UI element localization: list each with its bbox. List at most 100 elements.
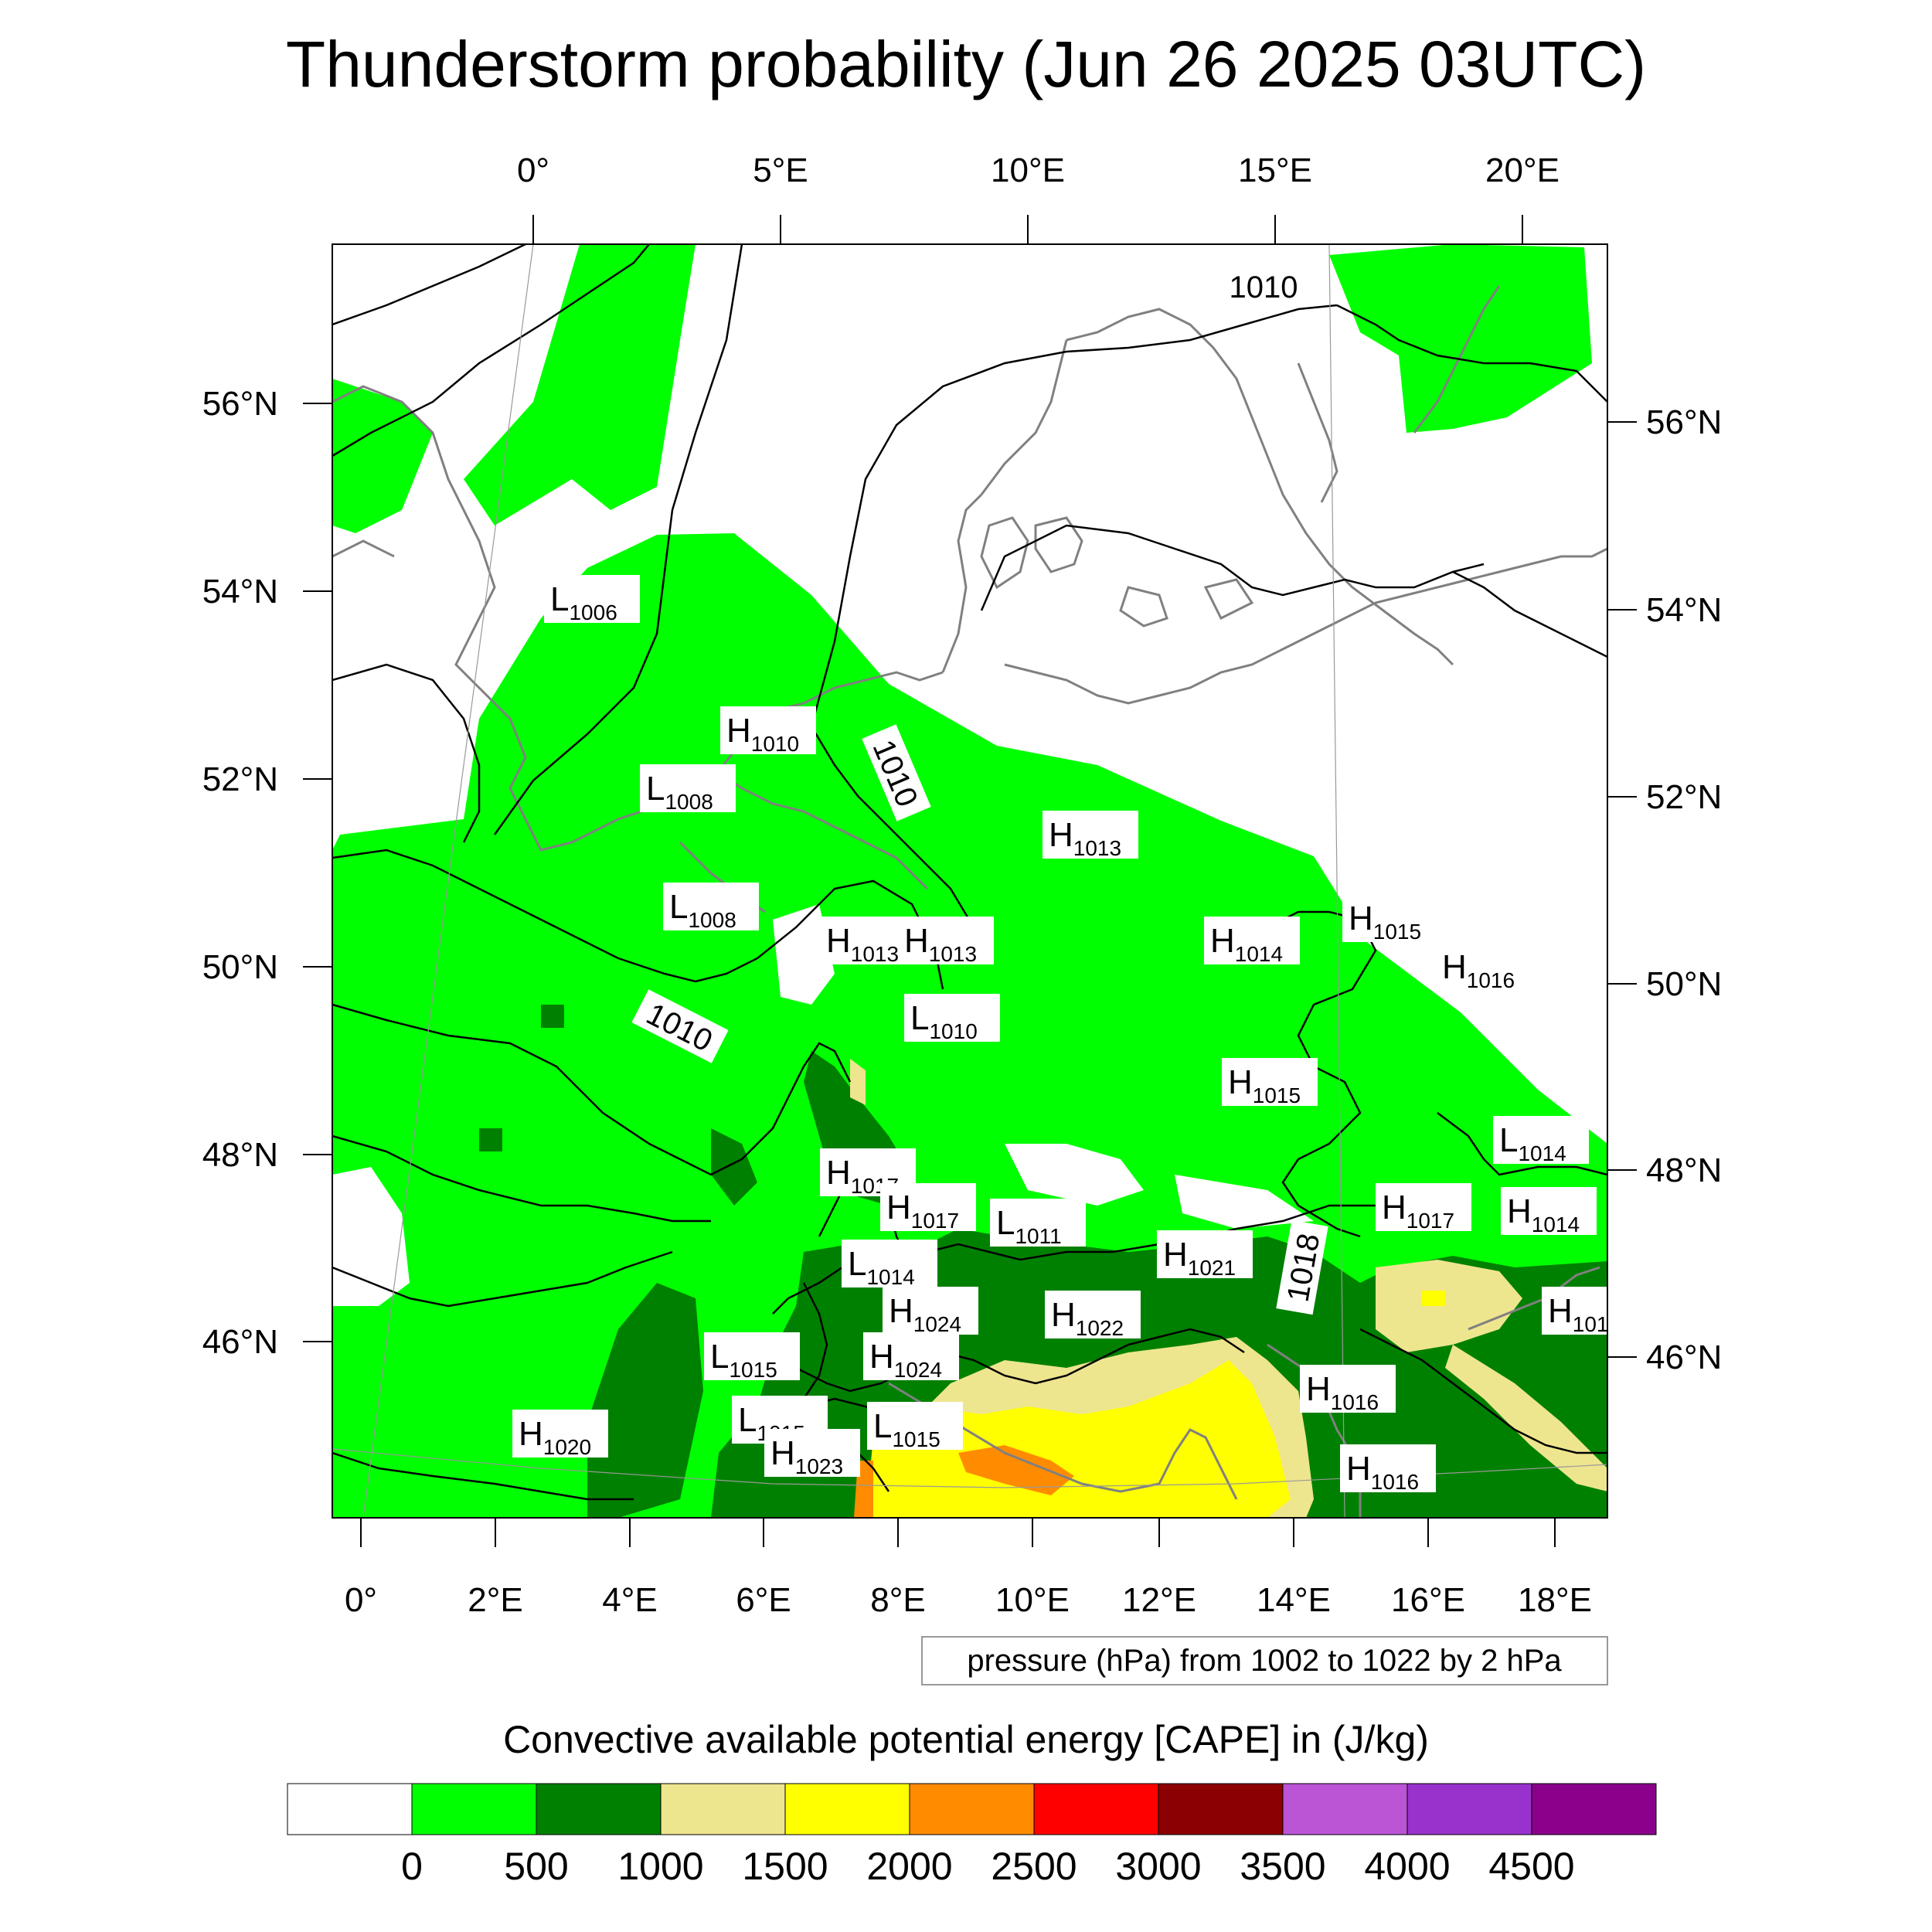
pressure-center-value: 1014 [1235,942,1283,966]
pressure-center-value: 1024 [913,1312,961,1336]
colorbar-swatch [411,1783,537,1835]
low-pressure-label: L1014 [842,1240,937,1289]
bottom-axis-label: 8°E [870,1581,925,1619]
top-axis-label: 15°E [1238,151,1312,189]
pressure-center-value: 1008 [665,790,713,814]
axis-ticks [303,215,1637,1547]
cape-zero-patches [332,904,1314,1306]
pressure-center-value: 1011 [1015,1224,1061,1248]
colorbar-swatch [1406,1783,1532,1835]
colorbar-tick-label: 1000 [617,1845,703,1888]
colorbar-tick-label: 500 [504,1845,568,1888]
pressure-center-value: 1016 [1371,1470,1419,1494]
right-axis-label: 52°N [1646,778,1722,816]
isobars [332,244,1607,1501]
colorbar-tick-label: 4000 [1364,1845,1450,1888]
pressure-info-text: pressure (hPa) from 1002 to 1022 by 2 hP… [967,1644,1562,1678]
graticule [332,244,1607,1518]
pressure-center-value: 1015 [892,1427,940,1451]
left-axis-label: 54°N [202,573,278,611]
high-pressure-label: H1017 [880,1183,976,1233]
high-pressure-label: H1014 [1204,917,1300,966]
pressure-center-value: 1022 [1076,1316,1124,1340]
pressure-center-value: 1015 [1253,1083,1301,1107]
pressure-center-text: L1008 [646,770,713,814]
low-pressure-label: L1008 [640,764,736,814]
pressure-center-text: H1020 [519,1415,591,1459]
top-axis-label: 0° [517,151,549,189]
colorbar-tick-label: 2000 [866,1845,952,1888]
cape-1500-2000-region [866,1291,1445,1518]
bottom-axis-labels: 0° 2°E 4°E 6°E 8°E 10°E 12°E 14°E 16°E 1… [345,1581,1592,1619]
pressure-center-value: 1013 [929,942,977,966]
pressure-center-value: 1024 [894,1358,942,1382]
high-pressure-label: H1016 [1340,1444,1436,1494]
isobar-label-text: 1010 [1230,270,1298,304]
high-pressure-label: H1023 [764,1429,860,1478]
pressure-center-text: H1024 [889,1292,961,1336]
high-pressure-label: H1017 [1376,1183,1471,1233]
colorbar-title: Convective available potential energy [C… [503,1718,1429,1761]
high-pressure-label: H1024 [883,1287,978,1336]
pressure-center-text: H1024 [869,1338,942,1382]
pressure-info-box: pressure (hPa) from 1002 to 1022 by 2 hP… [921,1636,1608,1685]
high-pressure-label: H101 [1542,1287,1609,1336]
bottom-axis-label: 16°E [1391,1581,1465,1619]
colorbar-tick-label: 4500 [1488,1845,1574,1888]
high-pressure-label: H1015 [1342,894,1438,944]
colorbar: Convective available potential energy [C… [287,1718,1657,1888]
top-axis-label: 5°E [753,151,808,189]
pressure-center-value: 101 [1573,1312,1609,1336]
right-axis-label: 50°N [1646,965,1722,1003]
pressure-center-value: 1014 [866,1265,914,1289]
bottom-axis-label: 2°E [468,1581,522,1619]
pressure-center-value: 1017 [911,1209,959,1233]
pressure-center-value: 1013 [851,942,899,966]
pressure-center-value: 1016 [1331,1390,1379,1414]
right-axis-label: 48°N [1646,1151,1722,1189]
colorbar-swatch [784,1783,910,1835]
high-pressure-label: H1022 [1045,1291,1141,1340]
bottom-axis-label: 4°E [602,1581,657,1619]
colorbar-swatch [1158,1783,1284,1835]
colorbar-swatch [1531,1783,1657,1835]
high-pressure-label: H1010 [720,706,816,756]
colorbar-tick-labels: 0 500 1000 1500 2000 2500 3000 3500 4000 4500 [401,1845,1575,1888]
pressure-center-value: 1010 [929,1019,977,1043]
high-pressure-label: H1015 [1222,1058,1318,1107]
high-pressure-label: H1014 [1501,1187,1597,1236]
right-axis-label: 54°N [1646,591,1722,629]
pressure-center-value: 1006 [569,600,617,624]
colorbar-tick-label: 3500 [1240,1845,1325,1888]
colorbar-tick-label: 1500 [742,1845,828,1888]
high-pressure-label: H1020 [512,1410,608,1459]
left-axis-label: 50°N [202,948,278,986]
low-pressure-label: L1008 [663,883,759,932]
pressure-center-value: 1015 [729,1358,777,1382]
low-pressure-label: L1015 [867,1402,963,1451]
high-pressure-label: H1013 [1043,811,1138,860]
colorbar-swatch [536,1783,662,1835]
colorbar-tick-label: 0 [401,1845,423,1888]
left-axis-label: 48°N [202,1136,278,1174]
high-pressure-label: H1016 [1300,1365,1396,1414]
left-axis-label: 52°N [202,760,278,798]
bottom-axis-label: 10°E [995,1581,1070,1619]
high-pressure-label: H1024 [863,1332,959,1382]
colorbar-swatch [660,1783,786,1835]
top-axis-labels: 0° 5°E 10°E 15°E 20°E [517,151,1560,189]
colorbar-boxes [287,1783,1657,1835]
isobar-label-1010-north: 1010 [1222,267,1305,304]
pressure-center-value: 1023 [795,1454,843,1478]
map-frame [332,243,1608,1519]
low-pressure-label: L1014 [1493,1116,1589,1165]
top-axis-label: 10°E [991,151,1065,189]
pressure-center-value: 1020 [543,1435,591,1459]
right-axis-labels: 56°N 54°N 52°N 50°N 48°N 46°N [1646,403,1722,1376]
colorbar-swatch [909,1783,1035,1835]
low-pressure-label: L1015 [704,1332,800,1382]
bottom-axis-label: 18°E [1518,1581,1592,1619]
bottom-axis-label: 14°E [1257,1581,1331,1619]
